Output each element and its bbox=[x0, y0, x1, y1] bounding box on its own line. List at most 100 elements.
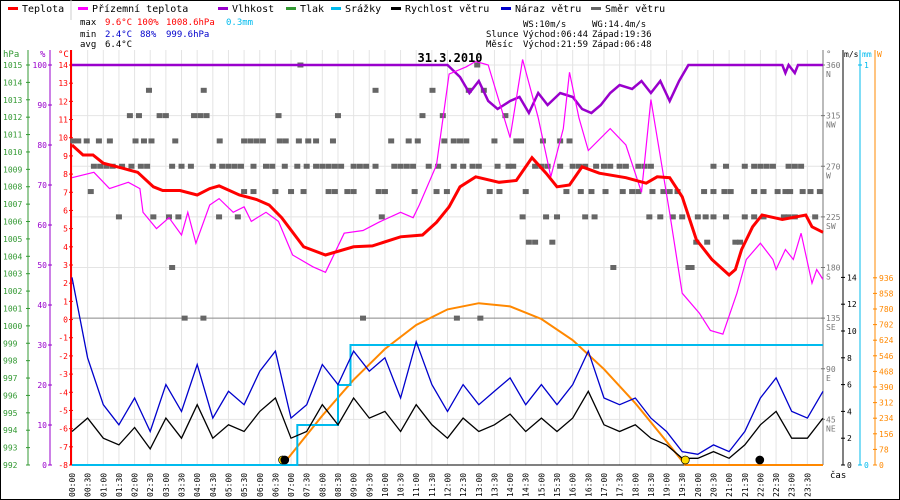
legend-swatch bbox=[391, 7, 401, 10]
dir-tick-label: 90 bbox=[826, 365, 836, 374]
wind-direction-point bbox=[477, 315, 484, 321]
x-tick-label: 12:00 bbox=[444, 473, 453, 497]
wind-direction-point bbox=[513, 138, 520, 144]
temp-tick-label: -3 bbox=[58, 370, 68, 379]
temp-tick-label: 9 bbox=[63, 152, 68, 161]
axes: 00:00 00:30 01:00 01:30 02:00 02:30 03:00 03:30… bbox=[3, 50, 894, 497]
temp-tick-label: 14 bbox=[58, 61, 68, 70]
x-tick-label: 05:00 bbox=[224, 473, 233, 497]
stats-min-label: min bbox=[80, 30, 96, 40]
wind-direction-point bbox=[433, 189, 440, 195]
stats-max-label: max bbox=[80, 18, 97, 28]
x-tick-label: 16:00 bbox=[569, 473, 578, 497]
wind-direction-point bbox=[191, 113, 198, 119]
dir-compass-label: NE bbox=[826, 424, 836, 433]
astro-sun-label: Slunce bbox=[486, 30, 519, 40]
wind-direction-point bbox=[331, 163, 338, 169]
hpa-axis-label: hPa bbox=[3, 50, 19, 60]
wind-direction-point bbox=[334, 113, 341, 119]
legend-item: Vlhkost bbox=[218, 4, 274, 15]
wind-direction-point bbox=[799, 189, 806, 195]
wind-direction-point bbox=[276, 138, 283, 144]
wind-direction-point bbox=[363, 163, 370, 169]
pct-tick-label: 100 bbox=[33, 61, 48, 70]
wind-direction-point bbox=[169, 265, 176, 270]
pct-tick-label: 90 bbox=[37, 101, 47, 110]
wind-direction-point bbox=[269, 163, 276, 169]
x-tick-label: 20:30 bbox=[709, 473, 718, 497]
wind-direction-point bbox=[425, 163, 432, 169]
wind-direction-point bbox=[429, 87, 436, 93]
wind-direction-point bbox=[510, 163, 517, 169]
stats-min-press: 999.6hPa bbox=[166, 30, 209, 40]
wind-direction-point bbox=[331, 189, 338, 195]
wind-direction-point bbox=[148, 138, 155, 144]
x-tick-label: 02:30 bbox=[146, 473, 155, 497]
wind-direction-point bbox=[732, 239, 739, 245]
x-tick-label: 16:30 bbox=[584, 473, 593, 497]
dir-compass-label: W bbox=[826, 171, 831, 180]
wind-direction-point bbox=[577, 189, 584, 195]
legend-swatch bbox=[78, 7, 88, 10]
wind-direction-point bbox=[403, 163, 410, 169]
legend-label: Přízemní teplota bbox=[92, 3, 188, 15]
stats-max-hum: 100% bbox=[137, 18, 159, 28]
wind-direction-point bbox=[563, 189, 570, 195]
wind-direction-point bbox=[75, 138, 82, 144]
wind-direction-point bbox=[591, 214, 598, 220]
dir-tick-label: 225 bbox=[826, 213, 841, 222]
wind-direction-point bbox=[463, 138, 470, 144]
wind-direction-point bbox=[219, 163, 226, 169]
wind-direction-point bbox=[710, 189, 717, 195]
wind-direction-point bbox=[281, 163, 288, 169]
x-tick-label: 08:30 bbox=[334, 473, 343, 497]
x-tick-label: 09:30 bbox=[365, 473, 374, 497]
hpa-tick-label: 993 bbox=[3, 444, 18, 453]
hpa-tick-label: 995 bbox=[3, 409, 18, 418]
wind-direction-point bbox=[360, 315, 367, 321]
wind-direction-point bbox=[391, 163, 398, 169]
wind-direction-point bbox=[649, 189, 656, 195]
temp-tick-label: 5 bbox=[63, 225, 68, 234]
temp-tick-label: 0 bbox=[63, 316, 68, 325]
wind-direction-point bbox=[372, 87, 379, 93]
wind-direction-point bbox=[450, 138, 457, 144]
ms-tick-label: 12 bbox=[847, 300, 857, 309]
dir-compass-label: N bbox=[826, 70, 831, 79]
wind-direction-point bbox=[502, 113, 509, 119]
legend-item: Přízemní teplota bbox=[78, 3, 188, 15]
hpa-tick-label: 1001 bbox=[3, 304, 22, 313]
x-tick-label: 20:00 bbox=[694, 473, 703, 497]
temp-tick-label: 7 bbox=[63, 188, 68, 197]
legend-label: Tlak bbox=[300, 4, 324, 15]
legend-label: Rychlost větru bbox=[405, 3, 489, 15]
x-tick-label: 14:00 bbox=[506, 473, 515, 497]
wind-direction-point bbox=[282, 138, 289, 144]
wind-direction-point bbox=[660, 189, 667, 195]
temp-tick-label: -2 bbox=[58, 352, 68, 361]
wind-direction-point bbox=[372, 163, 379, 169]
wind-direction-point bbox=[741, 214, 748, 220]
wind-direction-point bbox=[241, 138, 248, 144]
x-tick-label: 18:00 bbox=[631, 473, 640, 497]
dir-tick-label: 360 bbox=[826, 61, 841, 70]
x-tick-label: 09:00 bbox=[350, 473, 359, 497]
wind-direction-point bbox=[388, 138, 395, 144]
temp-tick-label: 12 bbox=[58, 97, 68, 106]
wind-direction-point bbox=[791, 163, 798, 169]
astro-sun-set: Západ:19:36 bbox=[592, 30, 652, 40]
wind-direction-point bbox=[329, 138, 336, 144]
pct-tick-label: 0 bbox=[42, 461, 47, 470]
wind-direction-point bbox=[693, 239, 700, 245]
wind-direction-point bbox=[741, 163, 748, 169]
hpa-tick-label: 998 bbox=[3, 357, 18, 366]
pct-tick-label: 10 bbox=[37, 421, 47, 430]
x-tick-label: 08:00 bbox=[318, 473, 327, 497]
dir-tick-label: 315 bbox=[826, 112, 841, 121]
x-tick-label: 21:30 bbox=[741, 473, 750, 497]
hpa-tick-label: 997 bbox=[3, 374, 18, 383]
wind-direction-point bbox=[737, 239, 744, 245]
wind-direction-point bbox=[241, 189, 248, 195]
wind-direction-point bbox=[200, 87, 207, 93]
wind-direction-point bbox=[253, 138, 260, 144]
